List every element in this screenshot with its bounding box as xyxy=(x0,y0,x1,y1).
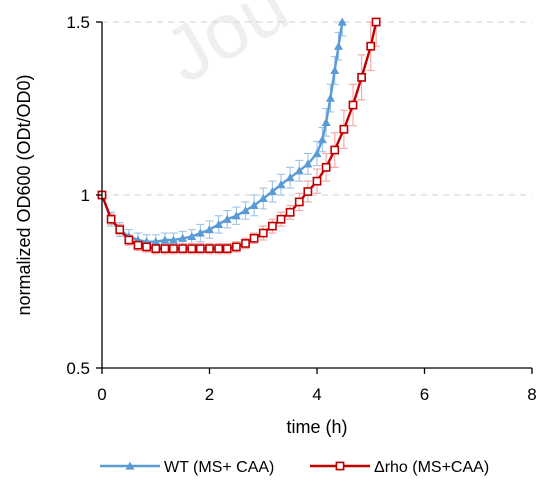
point-s0-10 xyxy=(187,232,197,241)
point-s1-7 xyxy=(160,244,170,254)
x-tick-label-2: 4 xyxy=(312,385,321,404)
legend-marker-0 xyxy=(125,461,135,470)
point-s0-27 xyxy=(325,93,335,102)
point-s0-30 xyxy=(337,17,347,26)
point-s1-25 xyxy=(321,162,331,172)
point-s0-12 xyxy=(205,225,214,234)
point-s1-4 xyxy=(133,240,143,250)
point-s1-16 xyxy=(241,239,250,248)
point-s1-23 xyxy=(303,187,313,196)
point-s0-13 xyxy=(214,219,224,229)
legend-marker-1 xyxy=(335,461,345,471)
x-tick-label-0: 0 xyxy=(97,385,106,404)
axes xyxy=(96,21,533,374)
point-s0-7 xyxy=(160,235,170,244)
point-s1-20 xyxy=(276,214,286,224)
point-s1-28 xyxy=(348,100,358,110)
point-s1-12 xyxy=(205,244,214,254)
point-s0-17 xyxy=(249,200,259,209)
point-s1-29 xyxy=(357,72,367,82)
y-tick-label-1: 1 xyxy=(81,186,90,205)
x-tick-label-3: 6 xyxy=(420,385,429,404)
point-s1-18 xyxy=(258,228,268,238)
point-s1-19 xyxy=(267,221,277,231)
tick-labels: 0.5 1 1.5 0 2 4 6 8 xyxy=(66,13,536,404)
legend: WT (MS+ CAA) Δrho (MS+CAA) xyxy=(100,459,489,476)
point-s1-24 xyxy=(312,176,322,186)
point-s0-25 xyxy=(317,135,327,144)
point-s1-30 xyxy=(366,41,376,51)
x-tick-label-4: 8 xyxy=(527,385,536,404)
point-s0-26 xyxy=(321,117,331,126)
point-s0-19 xyxy=(267,187,277,196)
point-s0-14 xyxy=(222,214,232,223)
point-s1-10 xyxy=(187,244,197,254)
y-tick-label-0: 0.5 xyxy=(66,359,90,378)
point-s0-6 xyxy=(151,237,161,246)
point-s1-15 xyxy=(231,242,241,252)
point-s1-8 xyxy=(169,244,178,254)
point-s1-2 xyxy=(115,225,125,234)
point-s1-26 xyxy=(330,145,340,155)
point-s0-21 xyxy=(285,173,295,182)
point-s1-13 xyxy=(214,244,224,254)
y-axis-title: normalized OD600 (ODt/OD0) xyxy=(14,74,34,315)
point-s0-24 xyxy=(312,148,322,158)
point-s1-27 xyxy=(339,124,349,134)
point-s1-3 xyxy=(124,235,134,245)
data-markers xyxy=(97,17,381,254)
point-s0-16 xyxy=(241,206,251,215)
point-s1-31 xyxy=(371,17,381,27)
point-s1-6 xyxy=(151,244,161,254)
point-s1-17 xyxy=(249,233,259,243)
legend-label-0: WT (MS+ CAA) xyxy=(164,459,274,476)
point-s1-21 xyxy=(285,207,295,217)
point-s1-1 xyxy=(106,214,116,224)
point-s0-28 xyxy=(330,65,340,75)
point-s0-22 xyxy=(294,166,304,175)
y-tick-label-2: 1.5 xyxy=(66,13,90,32)
point-s0-18 xyxy=(258,193,268,203)
point-s1-11 xyxy=(195,244,205,254)
point-s1-22 xyxy=(294,197,304,207)
point-s0-15 xyxy=(231,211,241,220)
watermark: Jou xyxy=(150,0,303,100)
point-s0-23 xyxy=(303,159,313,168)
point-s0-11 xyxy=(195,228,205,237)
point-s1-5 xyxy=(142,242,152,252)
gridlines xyxy=(102,21,532,196)
x-tick-label-1: 2 xyxy=(205,385,214,404)
x-axis-title: time (h) xyxy=(286,417,347,437)
point-s0-9 xyxy=(178,233,188,242)
point-s0-8 xyxy=(168,235,178,244)
point-s0-20 xyxy=(276,180,286,189)
legend-label-1: Δrho (MS+CAA) xyxy=(374,459,489,476)
point-s1-14 xyxy=(222,244,232,254)
point-s1-9 xyxy=(178,244,188,254)
point-s0-29 xyxy=(334,41,343,50)
